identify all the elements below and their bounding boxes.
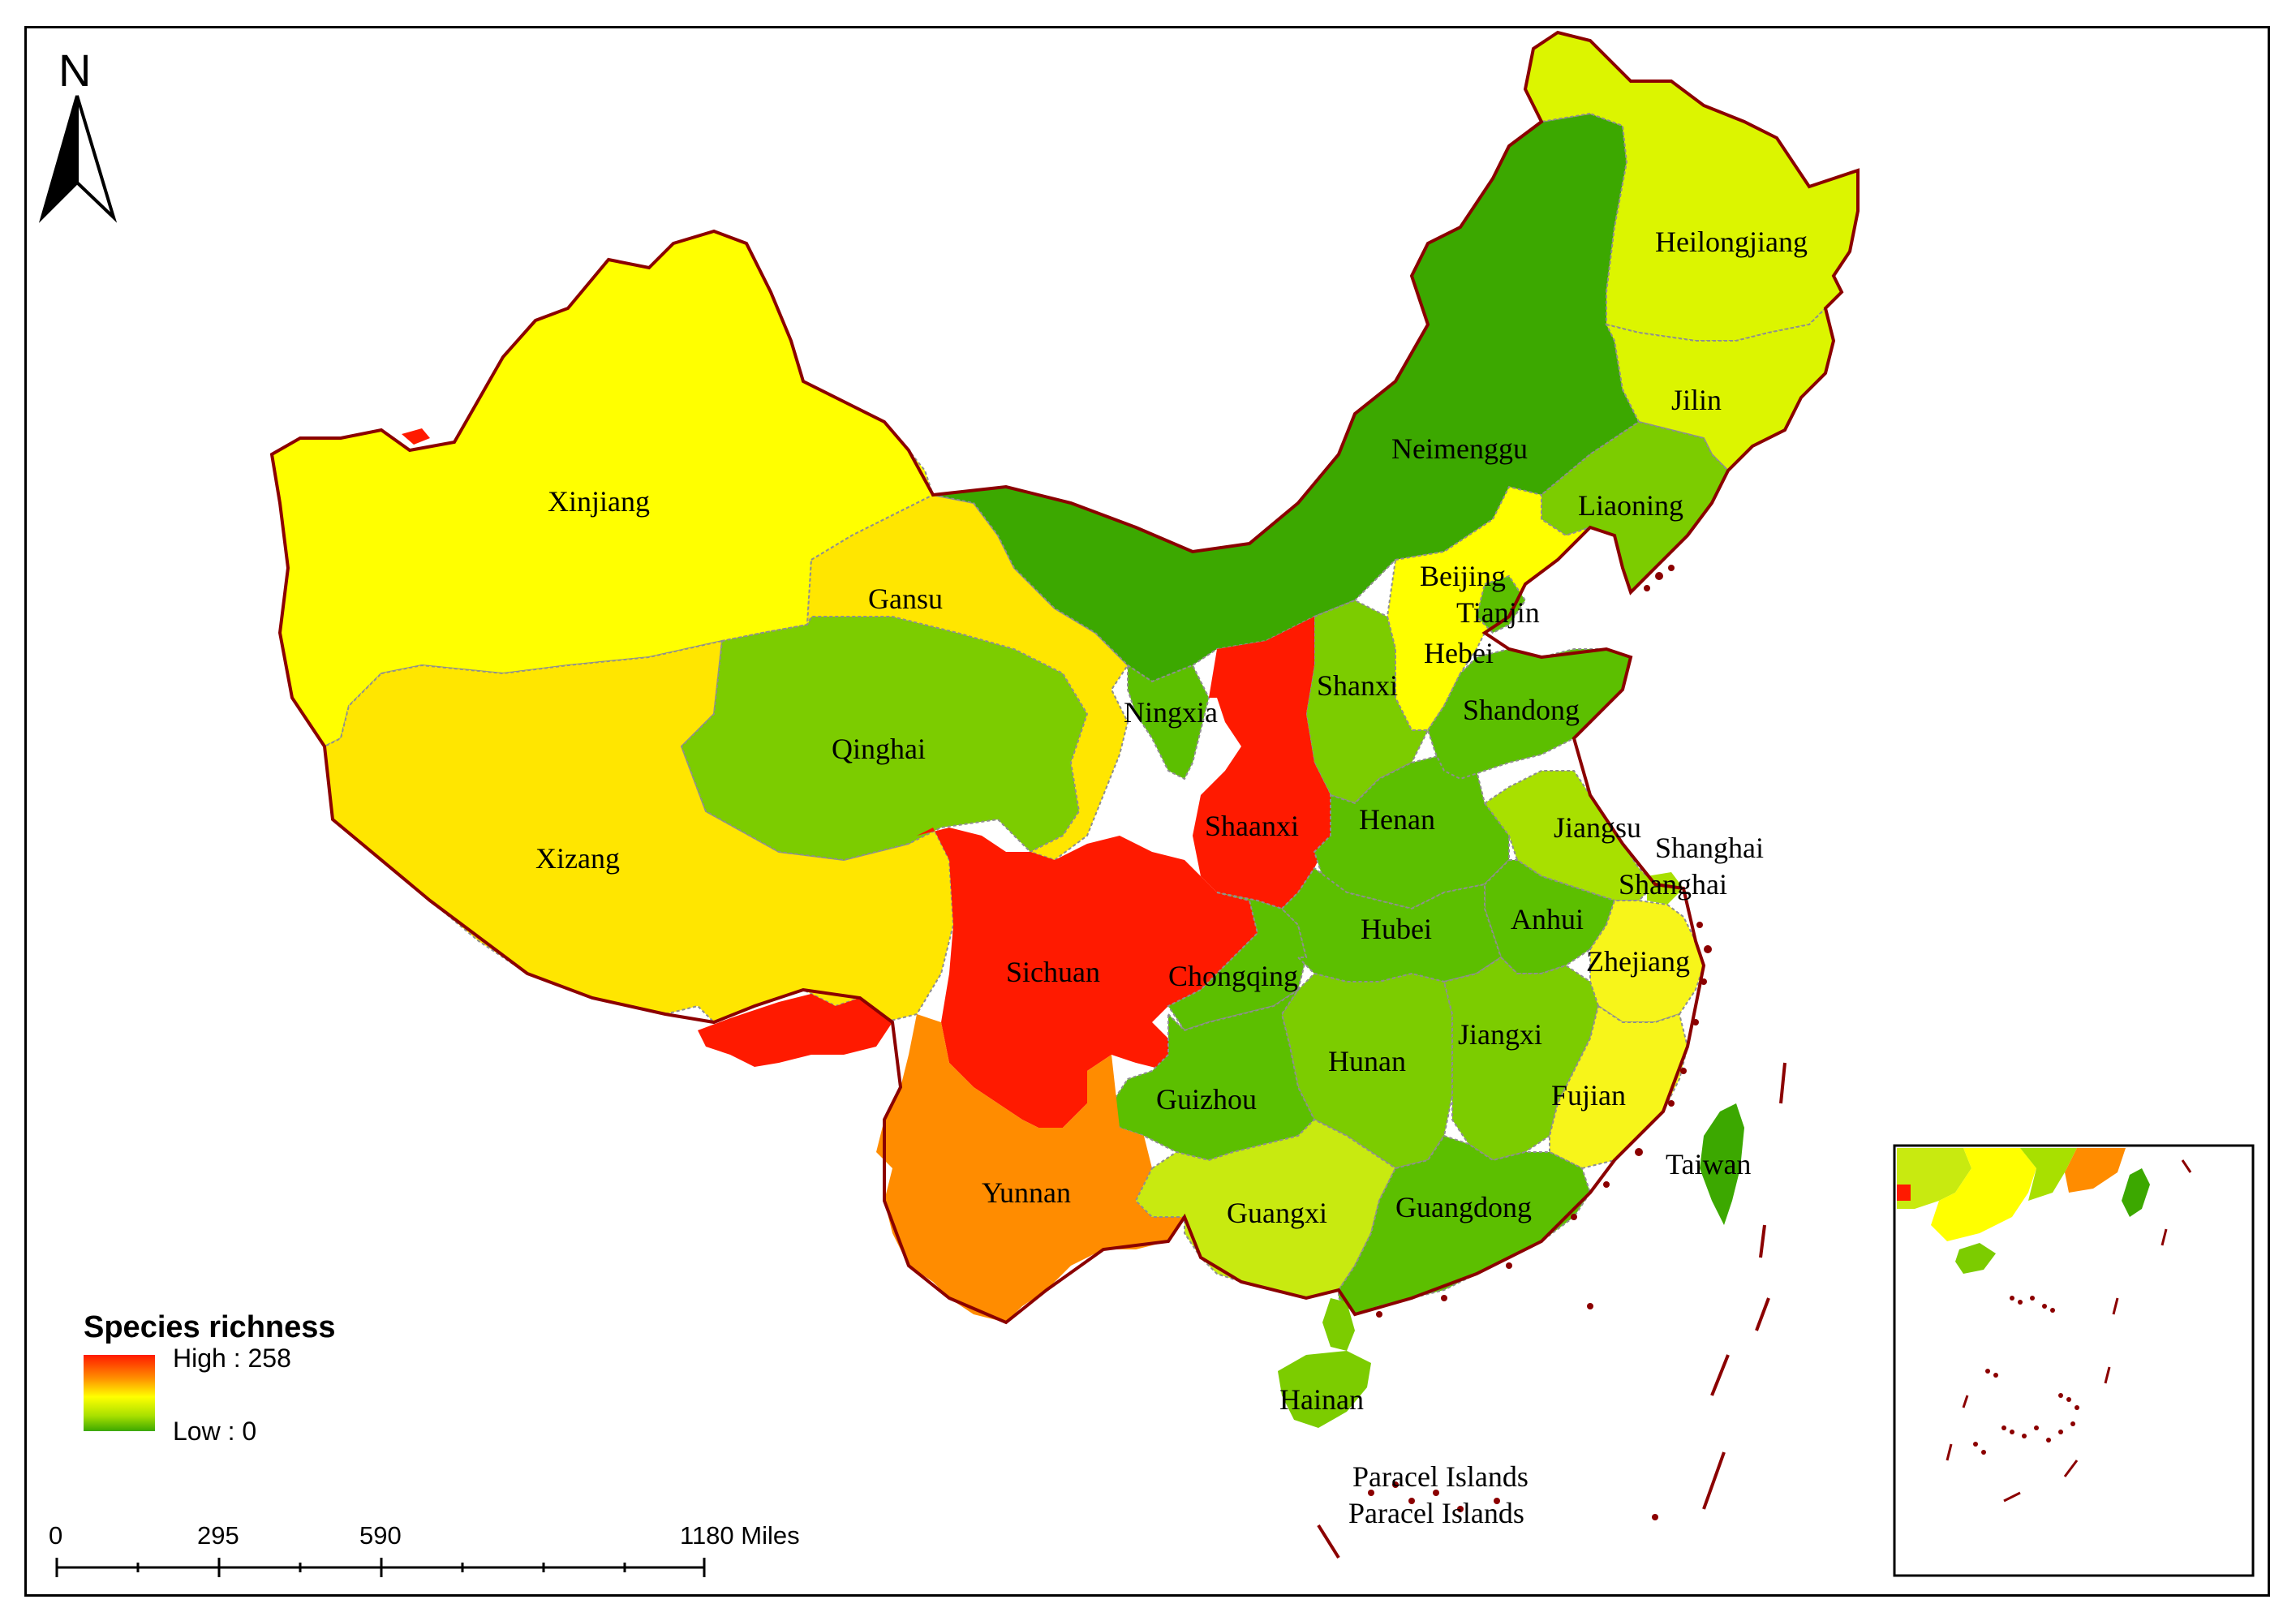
scale-ticks <box>55 1558 706 1577</box>
label-jiangxi: Jiangxi <box>1458 1018 1542 1051</box>
legend-color-ramp <box>84 1355 155 1431</box>
label-xizang: Xizang <box>535 842 620 875</box>
scale-label-295: 295 <box>197 1521 239 1550</box>
label-shanxi: Shanxi <box>1317 669 1398 702</box>
legend: Species richness High : 258 Low : 0 <box>84 1310 336 1446</box>
province-fujian[interactable] <box>1549 1004 1689 1170</box>
north-arrow: N <box>38 45 118 223</box>
label-guizhou: Guizhou <box>1156 1083 1257 1116</box>
label-taiwan: Taiwan <box>1666 1148 1751 1180</box>
leizhou-peninsula <box>1322 1298 1355 1351</box>
scale-bar: 0 295 590 1180 Miles <box>49 1521 800 1577</box>
province-shaanxi[interactable] <box>1193 617 1331 909</box>
label-gansu: Gansu <box>868 583 943 615</box>
province-liaoning[interactable] <box>1541 420 1730 594</box>
label-jiangsu: Jiangsu <box>1554 811 1641 844</box>
legend-title: Species richness <box>84 1310 336 1344</box>
label-xinjiang: Xinjiang <box>548 485 650 518</box>
label-ningxia: Ningxia <box>1124 696 1218 729</box>
label-hainan: Hainan <box>1279 1383 1364 1416</box>
label-guangxi: Guangxi <box>1227 1197 1327 1229</box>
label-paracel-1: Paracel Islands <box>1352 1460 1529 1493</box>
province-shanghai[interactable] <box>1647 872 1683 905</box>
label-hubei: Hubei <box>1361 913 1432 945</box>
scale-label-0: 0 <box>49 1521 62 1550</box>
north-arrow-icon <box>38 95 118 223</box>
label-shanghai-2: Shanghai <box>1619 868 1727 901</box>
label-liaoning: Liaoning <box>1578 489 1683 522</box>
label-chongqing: Chongqing <box>1168 960 1298 992</box>
scale-label-590: 590 <box>359 1521 402 1550</box>
scale-label-1180: 1180 Miles <box>680 1521 800 1550</box>
label-fujian: Fujian <box>1551 1079 1626 1111</box>
coastal-islands <box>1368 565 1712 1520</box>
label-hunan: Hunan <box>1328 1045 1406 1077</box>
legend-low-label: Low : 0 <box>173 1417 256 1446</box>
province-labels: Xinjiang Xizang Qinghai Gansu Neimenggu … <box>535 226 1808 1529</box>
label-anhui: Anhui <box>1511 903 1584 935</box>
province-ningxia[interactable] <box>1127 664 1210 780</box>
province-layer <box>270 31 1859 1428</box>
national-border <box>269 30 1860 1325</box>
label-zhejiang: Zhejiang <box>1586 945 1690 978</box>
province-tianjin[interactable] <box>1475 574 1527 634</box>
label-hebei: Hebei <box>1424 637 1494 669</box>
label-shaanxi: Shaanxi <box>1205 810 1299 842</box>
label-beijing: Beijing <box>1420 560 1506 592</box>
label-qinghai: Qinghai <box>832 733 926 765</box>
label-jilin: Jilin <box>1671 384 1722 416</box>
province-hainan[interactable] <box>1278 1351 1371 1428</box>
south-china-sea-inset <box>1893 1144 2255 1577</box>
province-taiwan[interactable] <box>1700 1103 1744 1225</box>
province-henan[interactable] <box>1313 753 1510 910</box>
label-shanghai-1: Shanghai <box>1655 832 1764 864</box>
province-chongqing[interactable] <box>1167 892 1308 1032</box>
label-neimenggu: Neimenggu <box>1391 432 1528 465</box>
xinjiang-red-patch <box>402 428 430 445</box>
legend-high-label: High : 258 <box>173 1344 291 1373</box>
label-sichuan: Sichuan <box>1006 956 1100 988</box>
north-label: N <box>58 45 91 96</box>
label-paracel-2: Paracel Islands <box>1348 1497 1524 1529</box>
province-gansu[interactable] <box>806 493 1129 862</box>
label-guangdong: Guangdong <box>1395 1191 1532 1223</box>
label-tianjin: Tianjin <box>1456 596 1540 629</box>
nine-dash-line <box>1317 1062 1786 1559</box>
label-yunnan: Yunnan <box>982 1176 1071 1209</box>
province-xizang-south-red <box>698 994 892 1067</box>
province-yunnan[interactable] <box>876 1014 1185 1322</box>
label-shandong: Shandong <box>1463 694 1580 726</box>
label-heilongjiang: Heilongjiang <box>1655 226 1808 258</box>
label-henan: Henan <box>1359 803 1435 836</box>
province-zhejiang[interactable] <box>1589 900 1705 1023</box>
